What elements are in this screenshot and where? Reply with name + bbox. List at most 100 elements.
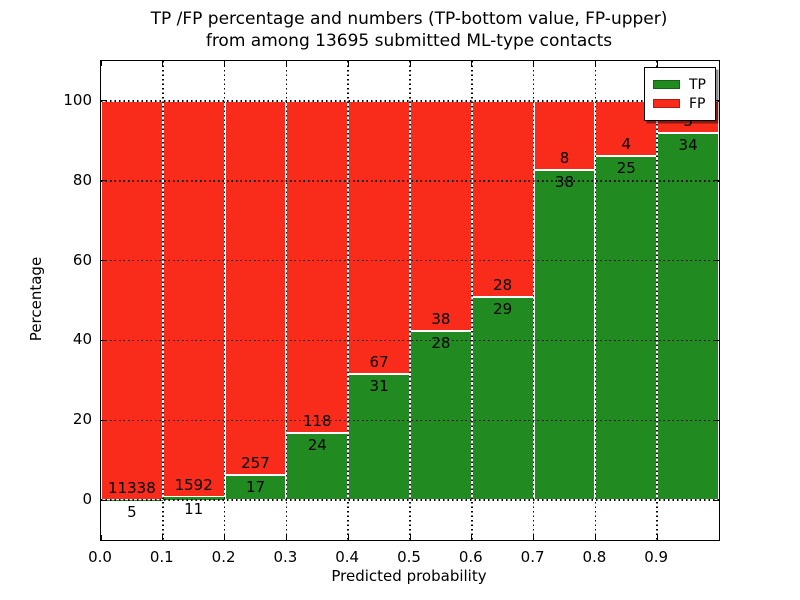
axis-ticks-layer xyxy=(100,61,719,540)
bar-tp-9 xyxy=(657,133,719,501)
x-tick-bottom-3 xyxy=(285,535,287,540)
gridlines-layer xyxy=(101,61,719,540)
plot-area: 11338 5 1592 11 257 17 118 24 67 31 38 28 28 29 8 38 4 25… xyxy=(100,60,720,541)
y-tick-label-40: 40 xyxy=(72,330,92,349)
legend-item-fp: FP xyxy=(653,95,706,112)
y-tick-left-0 xyxy=(101,499,106,501)
x-tick-label-0.0: 0.0 xyxy=(88,548,112,566)
y-tick-left-60 xyxy=(101,260,106,262)
tp-count-label-8: 25 xyxy=(616,158,636,177)
x-gridline-0.4 xyxy=(347,61,349,540)
x-tick-top-1 xyxy=(162,61,164,66)
y-tick-label-80: 80 xyxy=(72,170,92,189)
bar-tp-4 xyxy=(348,373,410,501)
x-tick-bottom-1 xyxy=(162,535,164,540)
x-tick-bottom-4 xyxy=(347,535,349,540)
tp-count-label-6: 29 xyxy=(493,299,513,318)
x-tick-label-0.5: 0.5 xyxy=(397,548,421,566)
x-tick-bottom-9 xyxy=(656,535,658,540)
x-tick-bottom-0 xyxy=(100,535,102,540)
x-tick-top-3 xyxy=(285,61,287,66)
y-tick-right-100 xyxy=(714,100,719,102)
x-gridline-0.6 xyxy=(471,61,473,540)
legend-label-tp: TP xyxy=(689,76,706,93)
fp-count-label-6: 28 xyxy=(493,275,513,294)
fp-count-label-9: 3 xyxy=(683,112,693,131)
x-tick-label-0.4: 0.4 xyxy=(335,548,360,566)
x-gridline-0.5 xyxy=(409,61,411,540)
y-tick-label-0: 0 xyxy=(82,490,92,509)
fp-count-label-1: 1592 xyxy=(174,476,213,495)
x-tick-top-8 xyxy=(594,61,596,66)
x-tick-bottom-8 xyxy=(594,535,596,540)
x-tick-bottom-7 xyxy=(533,535,535,540)
y-axis-label: Percentage xyxy=(27,256,45,342)
bar-fp-0 xyxy=(101,100,163,500)
chart-title-line1: TP /FP percentage and numbers (TP-bottom… xyxy=(150,9,668,29)
fp-count-label-4: 67 xyxy=(369,352,389,371)
x-tick-top-4 xyxy=(347,61,349,66)
tp-count-label-1: 11 xyxy=(184,500,204,519)
legend-label-fp: FP xyxy=(689,95,706,112)
tp-count-label-0: 5 xyxy=(127,502,137,521)
y-tick-label-20: 20 xyxy=(72,410,92,429)
tp-swatch xyxy=(653,80,680,89)
y-tick-left-40 xyxy=(101,339,106,341)
y-tick-label-100: 100 xyxy=(63,90,92,109)
y-tick-left-100 xyxy=(101,100,106,102)
x-gridline-0.2 xyxy=(223,61,226,540)
fp-count-label-5: 38 xyxy=(431,309,451,328)
bar-fp-1 xyxy=(162,100,225,498)
x-tick-label-0.1: 0.1 xyxy=(149,548,174,566)
bars-layer xyxy=(101,61,719,540)
chart-title: TP /FP percentage and numbers (TP-bottom… xyxy=(100,8,718,52)
x-tick-top-7 xyxy=(533,61,535,66)
x-gridline-0.7 xyxy=(532,61,535,540)
bar-tp-5 xyxy=(410,330,472,501)
y-tick-right-0 xyxy=(714,499,719,501)
x-tick-bottom-2 xyxy=(224,535,226,540)
fp-swatch xyxy=(653,99,680,108)
tp-count-label-7: 38 xyxy=(554,173,575,192)
legend-item-tp: TP xyxy=(653,76,706,93)
bar-tp-7 xyxy=(533,170,596,501)
x-tick-bottom-6 xyxy=(471,535,473,540)
fp-count-label-0: 11338 xyxy=(108,478,156,497)
x-gridline-0.1 xyxy=(162,61,164,540)
fp-count-label-2: 257 xyxy=(241,454,270,473)
x-tick-label-0.3: 0.3 xyxy=(273,548,298,566)
fp-count-label-3: 118 xyxy=(302,411,332,430)
x-tick-bottom-5 xyxy=(409,535,411,540)
x-tick-label-0.8: 0.8 xyxy=(582,548,607,566)
fp-count-label-7: 8 xyxy=(559,149,570,168)
x-gridline-0.8 xyxy=(594,61,597,540)
y-tick-right-20 xyxy=(714,419,719,421)
x-gridline-0.9 xyxy=(656,61,658,540)
y-tick-left-80 xyxy=(101,180,106,182)
y-tick-left-20 xyxy=(101,419,106,421)
x-tick-label-0.7: 0.7 xyxy=(520,548,545,566)
y-tick-right-80 xyxy=(714,180,719,182)
x-tick-top-0 xyxy=(100,61,102,66)
tp-count-label-4: 31 xyxy=(369,376,389,395)
y-tick-right-60 xyxy=(714,260,719,262)
y-tick-right-40 xyxy=(714,339,719,341)
x-tick-label-0.2: 0.2 xyxy=(211,548,236,566)
x-gridline-0.3 xyxy=(285,61,288,540)
x-tick-top-9 xyxy=(656,61,658,66)
chart-title-line2: from among 13695 submitted ML-type conta… xyxy=(205,31,613,51)
tp-count-label-3: 24 xyxy=(307,435,327,454)
x-tick-label-0.9: 0.9 xyxy=(644,548,669,566)
x-tick-label-0.6: 0.6 xyxy=(458,548,483,566)
x-tick-top-5 xyxy=(409,61,411,66)
bar-tp-6 xyxy=(471,296,534,501)
bar-count-labels-layer: 11338 5 1592 11 257 17 118 24 67 31 38 28 28 29 8 38 4 25… xyxy=(101,61,719,540)
tp-count-label-9: 34 xyxy=(678,136,698,155)
x-tick-top-2 xyxy=(224,61,226,66)
tp-count-label-2: 17 xyxy=(245,478,266,497)
tp-count-label-5: 28 xyxy=(431,333,451,352)
x-axis-label: Predicted probability xyxy=(331,567,487,585)
x-tick-top-6 xyxy=(471,61,473,66)
fp-count-label-8: 4 xyxy=(621,134,632,153)
